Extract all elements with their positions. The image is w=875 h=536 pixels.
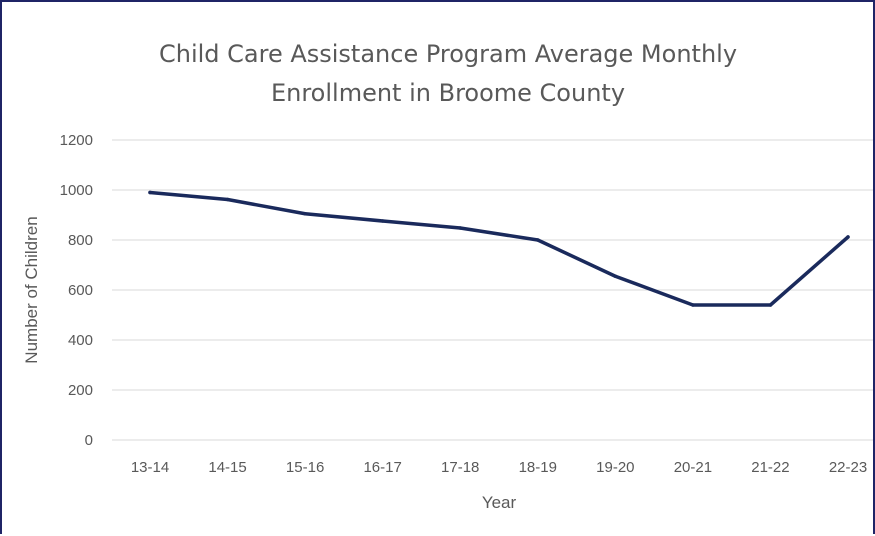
y-axis-label: Number of Children — [22, 216, 41, 363]
x-tick-label-22-23: 22-23 — [829, 459, 867, 476]
x-axis-tick-labels: 13-14 14-15 15-16 16-17 17-18 18-19 19-20 20-21… — [131, 459, 867, 476]
data-point-20-21 — [691, 303, 695, 307]
data-point-18-19 — [536, 238, 540, 242]
y-axis-tick-labels: 0 200 400 600 800 1000 1200 — [60, 132, 93, 449]
y-tick-label-800: 800 — [68, 232, 93, 249]
chart-title-line-1: Child Care Assistance Program Average Mo… — [159, 40, 737, 68]
x-axis-label: Year — [482, 493, 517, 512]
data-point-13-14 — [148, 190, 152, 195]
y-tick-label-1000: 1000 — [60, 182, 93, 199]
data-point-17-18 — [458, 226, 462, 230]
x-tick-label-17-18: 17-18 — [441, 459, 479, 476]
gridlines — [112, 139, 873, 441]
series-group — [148, 190, 850, 307]
x-tick-label-19-20: 19-20 — [596, 459, 634, 476]
data-point-22-23 — [846, 235, 850, 239]
x-tick-label-13-14: 13-14 — [131, 459, 169, 476]
y-tick-label-400: 400 — [68, 332, 93, 349]
chart-title-line-2: Enrollment in Broome County — [271, 79, 625, 107]
data-point-14-15 — [225, 197, 230, 202]
y-tick-label-600: 600 — [68, 282, 93, 299]
y-tick-label-200: 200 — [68, 382, 93, 399]
chart-title: Child Care Assistance Program Average Mo… — [159, 40, 737, 107]
y-tick-label-0: 0 — [85, 432, 93, 449]
data-point-15-16 — [303, 212, 307, 216]
data-point-21-22 — [768, 303, 773, 307]
data-point-16-17 — [380, 219, 385, 223]
x-tick-label-21-22: 21-22 — [751, 459, 789, 476]
y-tick-label-1200: 1200 — [60, 132, 93, 149]
x-tick-label-16-17: 16-17 — [363, 459, 401, 476]
series-line — [148, 190, 850, 307]
x-tick-label-20-21: 20-21 — [674, 459, 712, 476]
x-tick-label-14-15: 14-15 — [208, 459, 246, 476]
data-point-19-20 — [613, 274, 618, 278]
x-tick-label-15-16: 15-16 — [286, 459, 324, 476]
x-tick-label-18-19: 18-19 — [519, 459, 557, 476]
